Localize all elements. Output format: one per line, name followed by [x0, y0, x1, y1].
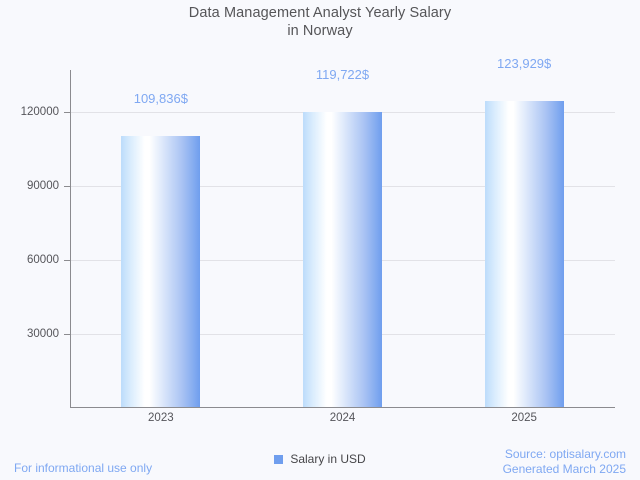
x-axis-line: [70, 407, 615, 408]
legend-swatch-icon: [274, 454, 284, 464]
legend-item-label: Salary in USD: [290, 452, 366, 466]
chart-title-line-1: Data Management Analyst Yearly Salary: [188, 5, 452, 21]
chart-legend: Salary in USD: [0, 452, 640, 466]
x-axis-tick-label: 2025: [511, 412, 537, 424]
plot-area: 30000 60000 90000 120000 109,836$ 119,722$ 12…: [21, 56, 615, 424]
y-axis-tick-label: 60000: [27, 253, 59, 266]
chart-title: Data Management Analyst Yearly Salary in…: [0, 4, 640, 40]
y-axis-tick-label: 90000: [27, 179, 59, 192]
bar[interactable]: [303, 111, 382, 407]
bar-value-label: 109,836$: [133, 91, 188, 107]
y-axis-tickmark: [64, 111, 70, 113]
y-axis-tickmark: [64, 333, 70, 335]
y-axis-tickmark: [64, 259, 70, 261]
generated-date-text: Generated March 2025: [502, 462, 626, 476]
bar-value-label: 123,929$: [497, 56, 552, 72]
bar[interactable]: [484, 101, 564, 407]
source-attribution: Source: optisalary.com Generated March 2…: [503, 447, 626, 477]
y-axis-tickmark: [64, 185, 70, 187]
y-axis-tick-label: 120000: [20, 105, 59, 118]
y-axis-tick-label: 30000: [27, 327, 59, 340]
x-axis-tick-label: 2023: [148, 412, 174, 424]
source-text: Source: optisalary.com: [504, 447, 626, 461]
chart-title-line-2: in Norway: [287, 23, 353, 39]
y-axis-line: [70, 70, 71, 408]
bar[interactable]: [121, 136, 201, 407]
bar-value-label: 119,722$: [315, 66, 370, 82]
disclaimer-text: For informational use only: [14, 461, 153, 475]
x-axis-tick-label: 2024: [329, 412, 356, 424]
